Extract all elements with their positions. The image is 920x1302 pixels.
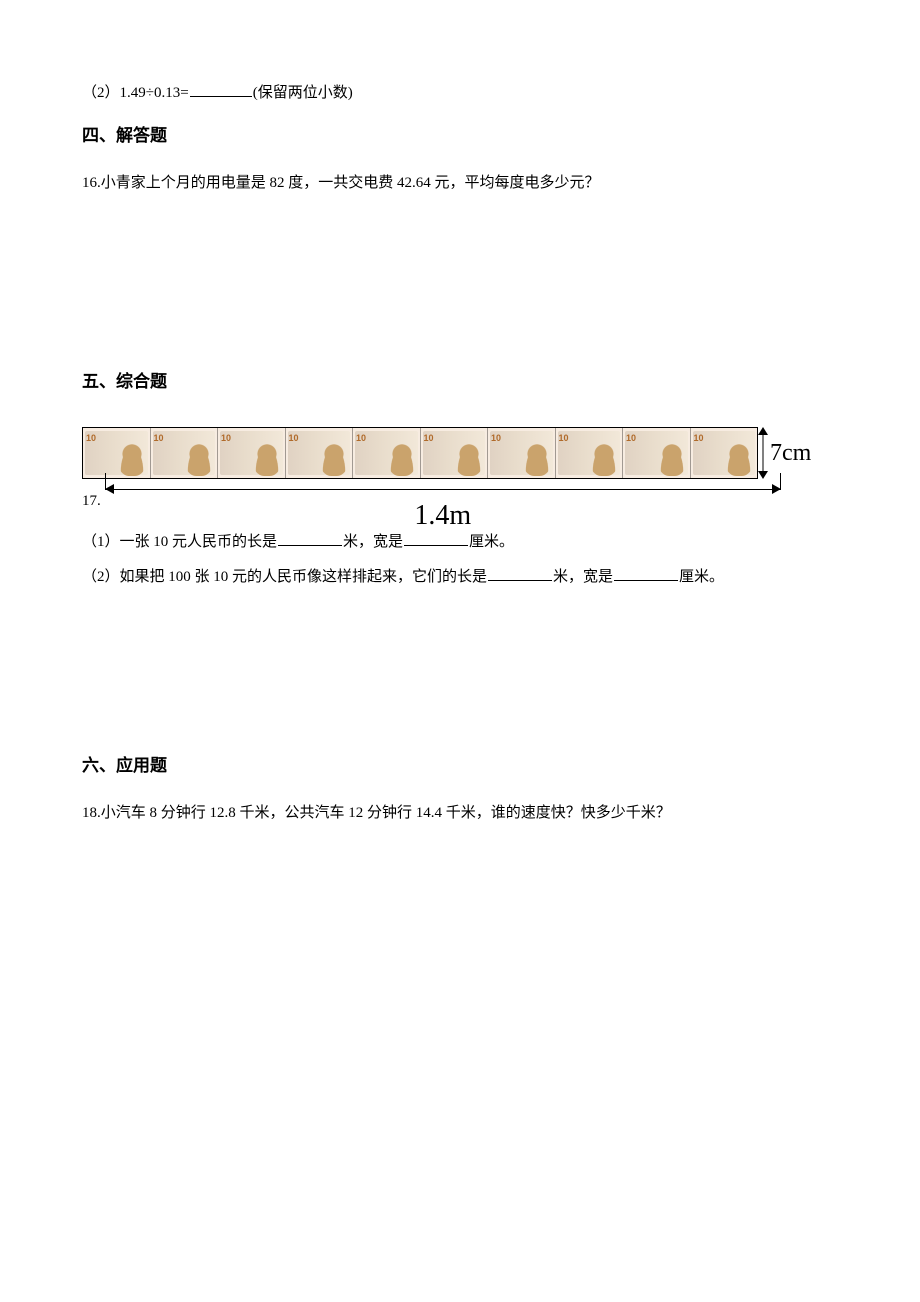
portrait-icon [590, 442, 618, 476]
banknote: 10 [353, 428, 421, 478]
portrait-icon [320, 442, 348, 476]
q17-2-c: 厘米。 [679, 569, 724, 585]
q16-text: 16.小青家上个月的用电量是 82 度，一共交电费 42.64 元，平均每度电多… [82, 170, 838, 197]
banknote: 10 [421, 428, 489, 478]
q17-1-blank1 [278, 531, 342, 546]
banknote: 10 [691, 428, 758, 478]
banknote-strip: 10 10 10 10 10 10 10 10 10 10 [82, 427, 758, 479]
note-denom: 10 [559, 430, 569, 446]
banknote: 10 [83, 428, 151, 478]
portrait-icon [523, 442, 551, 476]
q17-figure: 10 10 10 10 10 10 10 10 10 10 7cm 17. 1.… [82, 425, 838, 521]
portrait-icon [725, 442, 753, 476]
portrait-icon [118, 442, 146, 476]
banknote: 10 [623, 428, 691, 478]
banknote: 10 [556, 428, 624, 478]
q15-2-blank [190, 82, 252, 97]
width-row: 17. 1.4m [82, 481, 838, 521]
q16-workspace [82, 203, 838, 353]
q17-2-blank2 [614, 566, 678, 581]
width-label: 1.4m [414, 491, 471, 541]
banknote: 10 [286, 428, 354, 478]
height-label: 7cm [770, 432, 811, 475]
note-denom: 10 [626, 430, 636, 446]
banknote: 10 [488, 428, 556, 478]
note-denom: 10 [356, 430, 366, 446]
section-4-heading: 四、解答题 [82, 121, 838, 152]
q18-text: 18.小汽车 8 分钟行 12.8 千米，公共汽车 12 分钟行 14.4 千米… [82, 800, 838, 827]
portrait-icon [253, 442, 281, 476]
note-denom: 10 [694, 430, 704, 446]
q17-2: （2）如果把 100 张 10 元的人民币像这样排起来，它们的长是 米，宽是 厘米。 [82, 564, 838, 591]
portrait-icon [185, 442, 213, 476]
q17-2-b: 米，宽是 [553, 569, 613, 585]
banknote: 10 [151, 428, 219, 478]
q17-1-b: 米，宽是 [343, 534, 403, 550]
q17-1-c: 厘米。 [469, 534, 514, 550]
section-5-heading: 五、综合题 [82, 367, 838, 398]
q15-2-prefix: （2）1.49÷0.13= [82, 85, 189, 101]
section-6-heading: 六、应用题 [82, 751, 838, 782]
note-denom: 10 [491, 430, 501, 446]
note-denom: 10 [154, 430, 164, 446]
q17-2-a: （2）如果把 100 张 10 元的人民币像这样排起来，它们的长是 [82, 569, 487, 585]
width-arrow: 1.4m [105, 481, 781, 521]
banknote: 10 [218, 428, 286, 478]
portrait-icon [658, 442, 686, 476]
q17-2-blank1 [488, 566, 552, 581]
note-denom: 10 [86, 430, 96, 446]
height-arrow-icon [758, 427, 768, 479]
note-denom: 10 [289, 430, 299, 446]
portrait-icon [388, 442, 416, 476]
portrait-icon [455, 442, 483, 476]
banknote-row: 10 10 10 10 10 10 10 10 10 10 7cm [82, 425, 838, 481]
q15-2-suffix: (保留两位小数) [253, 85, 353, 101]
q17-workspace [82, 597, 838, 737]
q17-number: 17. [82, 488, 101, 515]
note-denom: 10 [221, 430, 231, 446]
note-denom: 10 [424, 430, 434, 446]
q17-1-a: （1）一张 10 元人民币的长是 [82, 534, 277, 550]
q15-part2: （2）1.49÷0.13= (保留两位小数) [82, 80, 838, 107]
